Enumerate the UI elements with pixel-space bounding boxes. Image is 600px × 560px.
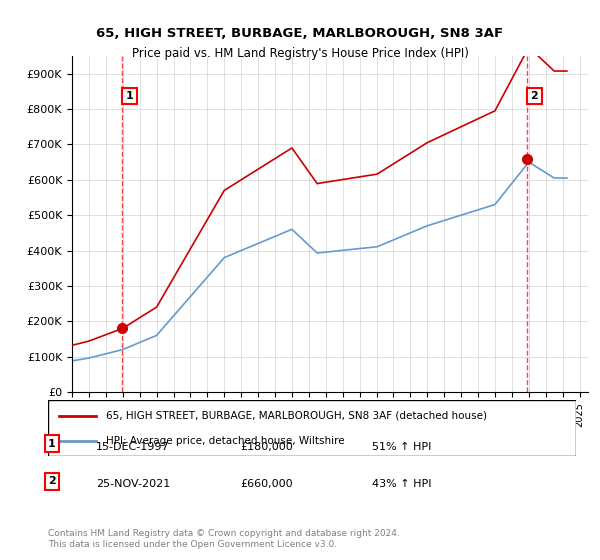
Text: HPI: Average price, detached house, Wiltshire: HPI: Average price, detached house, Wilt…: [106, 436, 345, 446]
Text: 65, HIGH STREET, BURBAGE, MARLBOROUGH, SN8 3AF: 65, HIGH STREET, BURBAGE, MARLBOROUGH, S…: [97, 27, 503, 40]
Text: 15-DEC-1997: 15-DEC-1997: [96, 442, 170, 451]
Text: 2: 2: [48, 477, 56, 487]
Text: 1: 1: [125, 91, 133, 101]
Text: 1: 1: [48, 438, 56, 449]
Text: 65, HIGH STREET, BURBAGE, MARLBOROUGH, SN8 3AF (detached house): 65, HIGH STREET, BURBAGE, MARLBOROUGH, S…: [106, 410, 487, 421]
Text: £180,000: £180,000: [240, 442, 293, 451]
Text: 51% ↑ HPI: 51% ↑ HPI: [372, 442, 431, 451]
Text: 43% ↑ HPI: 43% ↑ HPI: [372, 479, 431, 489]
Text: Price paid vs. HM Land Registry's House Price Index (HPI): Price paid vs. HM Land Registry's House …: [131, 46, 469, 60]
Text: 25-NOV-2021: 25-NOV-2021: [96, 479, 170, 489]
Text: 2: 2: [530, 91, 538, 101]
FancyBboxPatch shape: [48, 400, 576, 456]
Text: £660,000: £660,000: [240, 479, 293, 489]
Text: Contains HM Land Registry data © Crown copyright and database right 2024.
This d: Contains HM Land Registry data © Crown c…: [48, 529, 400, 549]
